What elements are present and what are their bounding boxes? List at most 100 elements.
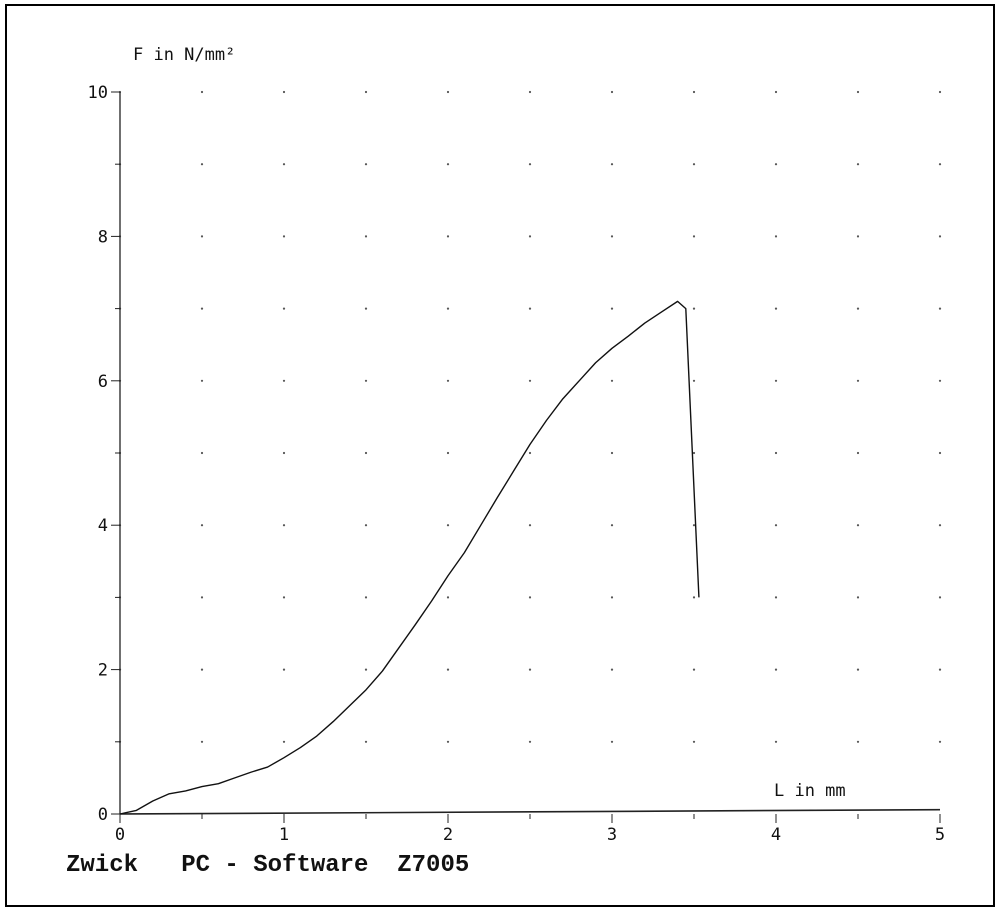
- grid-dot: [446, 740, 450, 743]
- grid-dot: [364, 163, 368, 166]
- grid-dot: [528, 163, 532, 166]
- grid-dot: [282, 90, 286, 94]
- grid-dot: [856, 451, 860, 455]
- grid-dot: [856, 668, 860, 671]
- grid-dot: [528, 235, 532, 238]
- x-axis-line: [119, 808, 941, 815]
- grid-dot: [446, 524, 450, 527]
- grid-dot: [364, 379, 368, 382]
- grid-dot: [610, 235, 614, 238]
- grid-dot: [282, 451, 286, 455]
- grid-dot: [692, 524, 696, 527]
- grid-dot: [282, 307, 286, 310]
- grid-dot: [610, 740, 614, 743]
- grid-dot: [856, 740, 860, 743]
- grid-dot: [856, 596, 860, 599]
- grid-dot: [364, 740, 368, 743]
- grid-dot: [610, 90, 614, 94]
- grid-dot: [528, 90, 532, 94]
- grid-dot: [528, 740, 532, 743]
- grid-dot: [528, 451, 532, 455]
- y-tick-label: 10: [88, 83, 108, 103]
- grid-dot: [774, 740, 778, 743]
- grid-dot: [446, 90, 450, 94]
- grid-dot: [446, 163, 450, 166]
- y-tick-label: 4: [98, 516, 108, 536]
- grid-dot: [938, 451, 942, 455]
- y-tick-labels: 0 2 4 6 8 10: [88, 83, 108, 825]
- grid-dots: [118, 90, 942, 743]
- grid-dot: [610, 451, 614, 455]
- grid-dot: [364, 90, 368, 94]
- grid-dot: [610, 596, 614, 599]
- y-tick-label: 2: [98, 661, 108, 681]
- chart-frame: [5, 4, 995, 907]
- grid-dot: [610, 524, 614, 527]
- grid-dot: [692, 379, 696, 382]
- grid-dot: [692, 451, 696, 455]
- grid-dot: [364, 307, 368, 310]
- grid-dot: [528, 524, 532, 527]
- grid-dot: [774, 163, 778, 166]
- grid-dot: [446, 235, 450, 238]
- grid-dot: [938, 90, 942, 94]
- x-tick-label: 5: [935, 825, 945, 845]
- grid-dot: [938, 307, 942, 310]
- x-tick-label: 4: [771, 825, 781, 845]
- x-axis-title: L in mm: [774, 781, 846, 801]
- grid-dot: [938, 163, 942, 166]
- grid-dot: [774, 90, 778, 94]
- x-tick-label: 2: [443, 825, 453, 845]
- grid-dot: [856, 235, 860, 238]
- grid-dot: [364, 596, 368, 599]
- grid-dot: [692, 668, 696, 671]
- grid-dot: [200, 668, 204, 671]
- grid-dot: [938, 668, 942, 671]
- grid-dot: [938, 379, 942, 382]
- x-tick-label: 3: [607, 825, 617, 845]
- grid-dot: [692, 163, 696, 166]
- grid-dot: [200, 235, 204, 238]
- y-tick-label: 0: [98, 805, 108, 825]
- grid-dot: [774, 596, 778, 599]
- grid-dot: [938, 235, 942, 238]
- y-axis-title: F in N/mm²: [133, 45, 235, 65]
- grid-dot: [528, 596, 532, 599]
- grid-dot: [774, 668, 778, 671]
- grid-dot: [856, 307, 860, 310]
- grid-dot: [282, 163, 286, 166]
- grid-dot: [774, 379, 778, 382]
- grid-dot: [446, 451, 450, 455]
- grid-dot: [200, 379, 204, 382]
- axes: [111, 91, 941, 823]
- grid-dot: [692, 235, 696, 238]
- grid-dot: [528, 307, 532, 310]
- grid-dot: [282, 524, 286, 527]
- grid-dot: [610, 307, 614, 310]
- grid-dot: [774, 451, 778, 455]
- grid-dot: [364, 668, 368, 671]
- grid-dot: [610, 163, 614, 166]
- grid-dot: [856, 524, 860, 527]
- grid-dot: [610, 379, 614, 382]
- grid-dot: [200, 596, 204, 599]
- grid-dot: [610, 668, 614, 671]
- grid-dot: [528, 668, 532, 671]
- grid-dot: [774, 235, 778, 238]
- grid-dot: [446, 307, 450, 310]
- grid-dot: [692, 307, 696, 310]
- grid-dot: [446, 596, 450, 599]
- grid-dot: [200, 163, 204, 166]
- x-tick-labels: 0 1 2 3 4 5: [115, 825, 945, 845]
- grid-dot: [692, 740, 696, 743]
- y-tick-label: 8: [98, 227, 108, 247]
- grid-dot: [856, 163, 860, 166]
- grid-dot: [200, 740, 204, 743]
- x-tick-label: 0: [115, 825, 125, 845]
- grid-dot: [692, 90, 696, 94]
- grid-dot: [282, 668, 286, 671]
- grid-dot: [774, 524, 778, 527]
- grid-dot: [938, 596, 942, 599]
- grid-dot: [938, 740, 942, 743]
